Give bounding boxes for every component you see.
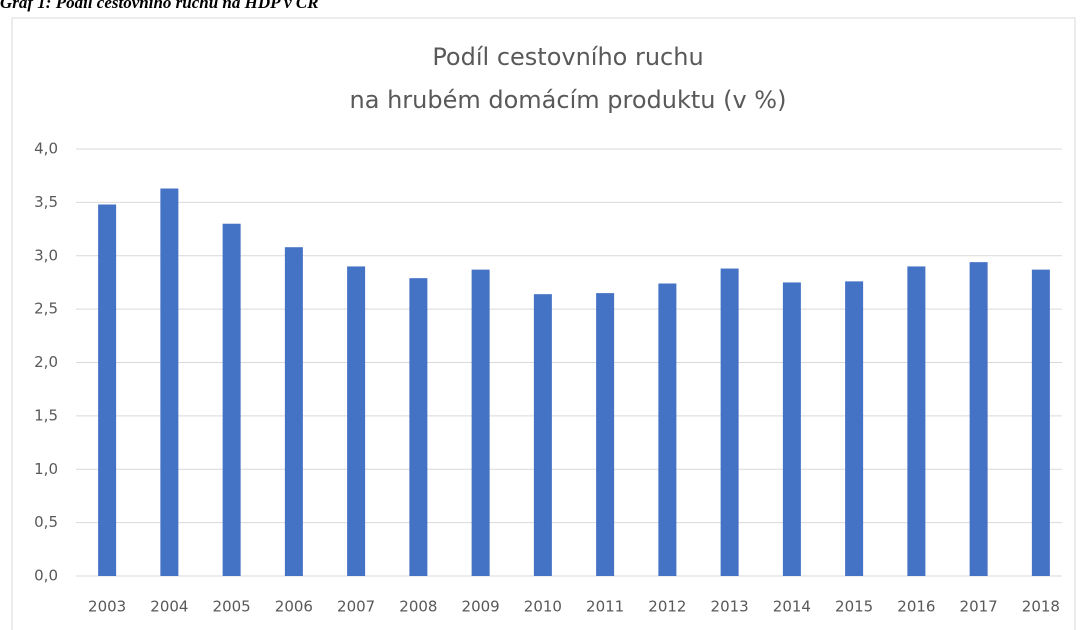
x-tick-label: 2005 xyxy=(213,598,251,616)
bar xyxy=(533,294,552,576)
bar xyxy=(658,283,677,576)
chart-title: na hrubém domácím produktu (v %) xyxy=(350,86,787,114)
bar xyxy=(782,282,801,576)
x-tick-label: 2016 xyxy=(897,598,935,616)
x-tick-label: 2012 xyxy=(648,598,686,616)
bar xyxy=(347,266,366,576)
y-tick-label: 3,5 xyxy=(34,193,58,211)
y-tick-label: 1,0 xyxy=(34,460,58,478)
x-tick-label: 2008 xyxy=(399,598,437,616)
x-tick-label: 2013 xyxy=(711,598,749,616)
bar xyxy=(471,269,490,576)
x-tick-label: 2017 xyxy=(960,598,998,616)
bar xyxy=(409,278,428,576)
bar xyxy=(720,268,739,576)
y-tick-label: 2,5 xyxy=(34,300,58,318)
x-tick-label: 2003 xyxy=(88,598,126,616)
bar xyxy=(596,293,615,576)
x-tick-label: 2009 xyxy=(462,598,500,616)
x-tick-label: 2018 xyxy=(1022,598,1060,616)
x-tick-label: 2011 xyxy=(586,598,624,616)
bar xyxy=(969,262,988,576)
y-tick-label: 1,5 xyxy=(34,406,58,424)
y-tick-label: 3,0 xyxy=(34,246,58,264)
bar xyxy=(284,247,303,576)
bar xyxy=(845,281,864,576)
x-tick-label: 2004 xyxy=(150,598,188,616)
x-tick-label: 2007 xyxy=(337,598,375,616)
bar xyxy=(160,188,179,576)
bar xyxy=(907,266,926,576)
y-tick-label: 2,0 xyxy=(34,353,58,371)
x-tick-label: 2014 xyxy=(773,598,811,616)
bar xyxy=(98,204,117,576)
x-tick-label: 2006 xyxy=(275,598,313,616)
chart-title: Podíl cestovního ruchu xyxy=(432,43,703,71)
caption: Graf 1: Podíl cestovního ruchu na HDP v … xyxy=(0,0,319,12)
y-tick-label: 0,0 xyxy=(34,567,58,585)
x-tick-label: 2015 xyxy=(835,598,873,616)
y-tick-label: 0,5 xyxy=(34,513,58,531)
bar xyxy=(222,223,241,576)
bar xyxy=(1031,269,1050,576)
y-tick-label: 4,0 xyxy=(34,140,58,158)
x-tick-label: 2010 xyxy=(524,598,562,616)
